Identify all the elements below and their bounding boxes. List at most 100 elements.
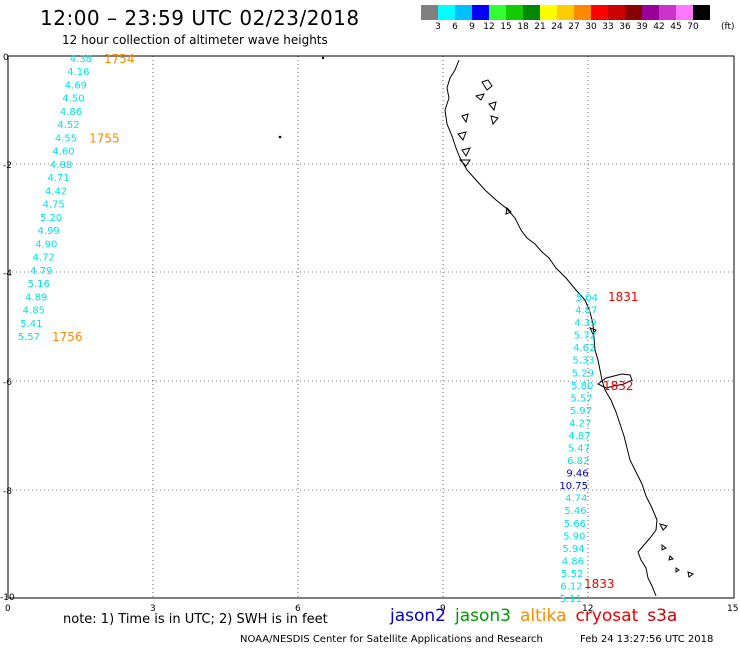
color-scale-tick: 42 xyxy=(653,22,665,32)
wave-height-label: 4.60 xyxy=(52,147,74,158)
color-swatch xyxy=(642,5,659,20)
wave-height-label: 4.86 xyxy=(562,556,584,567)
color-scale-tick: 39 xyxy=(636,22,648,32)
wave-height-label: 4.72 xyxy=(33,253,55,264)
wave-height-label: 5.80 xyxy=(571,381,593,392)
color-scale-legend: (ft) 3 6 9 12 15 18 21 24 27 30 33 36 39 42 45 70 xyxy=(421,5,735,34)
wave-height-label: 4.42 xyxy=(45,186,67,197)
wave-height-label: 4.89 xyxy=(25,292,47,303)
map-title: 12:00 – 23:59 UTC 02/23/2018 xyxy=(40,6,360,30)
color-scale-swatches xyxy=(421,5,710,20)
wave-height-label: 5.57 xyxy=(18,332,40,343)
y-tick: -4 xyxy=(3,269,12,279)
color-swatch xyxy=(574,5,591,20)
wave-height-label: 6.82 xyxy=(567,456,589,467)
color-scale-tick: 27 xyxy=(568,22,580,32)
x-tick: 9 xyxy=(440,604,446,614)
color-swatch xyxy=(693,5,710,20)
map-subtitle: 12 hour collection of altimeter wave hei… xyxy=(62,33,328,47)
wave-height-label: 4.38 xyxy=(70,54,92,65)
wave-height-label: 4.50 xyxy=(62,94,84,105)
color-swatch xyxy=(455,5,472,20)
satellite-cryosat: cryosat xyxy=(575,606,639,626)
color-swatch xyxy=(557,5,574,20)
wave-height-label: 5.90 xyxy=(563,531,585,542)
color-scale-tick: 36 xyxy=(619,22,631,32)
wave-height-label: 5.11 xyxy=(560,594,582,605)
color-swatch xyxy=(608,5,625,20)
wave-height-label: 4.74 xyxy=(565,494,587,505)
wave-height-label: 5.16 xyxy=(28,279,50,290)
satellite-altika: altika xyxy=(520,606,567,626)
color-scale-tick: 18 xyxy=(517,22,529,32)
wave-height-label: 4.99 xyxy=(38,226,60,237)
color-swatch xyxy=(438,5,455,20)
wave-height-label: 5.57 xyxy=(570,393,592,404)
pass-time-label: 1831 xyxy=(608,290,639,304)
x-tick: 3 xyxy=(150,604,156,614)
wave-height-label: 5.33 xyxy=(572,356,594,367)
wave-height-label: 9.46 xyxy=(566,469,588,480)
wave-height-label: 5.52 xyxy=(561,569,583,580)
wave-height-label: 4.27 xyxy=(569,418,591,429)
wave-height-label: 4.87 xyxy=(568,431,590,442)
wave-height-label: 5.20 xyxy=(40,213,62,224)
wave-height-label: 4.55 xyxy=(55,133,77,144)
footer-timestamp: Feb 24 13:27:56 UTC 2018 xyxy=(580,634,714,645)
wave-height-label: 4.69 xyxy=(65,80,87,91)
x-tick: 0 xyxy=(5,604,11,614)
color-scale-tick: 33 xyxy=(602,22,614,32)
color-scale-unit: (ft) xyxy=(721,22,735,32)
satellite-jason2: jason2 xyxy=(390,606,446,626)
wave-height-label: 4.90 xyxy=(35,239,57,250)
y-tick: 0 xyxy=(3,53,9,63)
color-swatch xyxy=(659,5,676,20)
color-swatch xyxy=(625,5,642,20)
color-swatch xyxy=(591,5,608,20)
color-swatch xyxy=(472,5,489,20)
color-scale-tick: 6 xyxy=(452,22,458,32)
pass-time-label: 1755 xyxy=(89,131,120,145)
wave-height-label: 5.97 xyxy=(570,406,592,417)
wave-height-label: 4.52 xyxy=(57,120,79,131)
pass-time-label: 1756 xyxy=(52,330,83,344)
color-swatch xyxy=(421,5,438,20)
satellite-jason3: jason3 xyxy=(455,606,511,626)
wave-height-label: 4.79 xyxy=(30,266,52,277)
wave-height-label: 4.62 xyxy=(573,343,595,354)
color-scale-tick: 70 xyxy=(687,22,699,32)
wave-height-label: 4.75 xyxy=(42,200,64,211)
wave-height-label: 5.41 xyxy=(20,319,42,330)
wave-height-label: 5.94 xyxy=(562,544,584,555)
wave-height-label: 4.86 xyxy=(60,107,82,118)
wave-height-label: 4.88 xyxy=(50,160,72,171)
wave-height-label: 5.72 xyxy=(574,331,596,342)
wave-height-label: 4.16 xyxy=(67,67,89,78)
y-tick: -10 xyxy=(0,593,15,603)
color-swatch xyxy=(676,5,693,20)
wave-height-label: 10.75 xyxy=(559,481,588,492)
satellite-legend: jason2 jason3 altika cryosat s3a xyxy=(390,606,686,626)
wave-height-label: 5.04 xyxy=(576,293,598,304)
satellite-s3a: s3a xyxy=(647,606,678,626)
color-swatch xyxy=(506,5,523,20)
pass-time-label: 1832 xyxy=(603,379,634,393)
wave-height-label: 4.71 xyxy=(47,173,69,184)
track-cryosat: 5.04 4.87 4.39 5.724.62 5.335.29 5.805.57 5.97… xyxy=(559,290,638,605)
x-tick: 15 xyxy=(727,604,738,614)
wave-height-label: 4.39 xyxy=(574,318,596,329)
wave-height-label: 5.29 xyxy=(572,368,594,379)
axis-ticks: 0 3 6 9 12 15 0 -2 -4 -6 -8 -10 xyxy=(0,53,738,614)
color-scale-labels: (ft) 3 6 9 12 15 18 21 24 27 30 33 36 39 42 45 70 xyxy=(421,20,734,34)
wave-height-label: 5.46 xyxy=(564,506,586,517)
map-grid xyxy=(8,56,734,598)
pass-time-label: 1833 xyxy=(584,577,615,591)
track-jason-cyan: 4.38 4.16 4.69 4.50 4.86 4.52 4.55 4.60 4.88 4.71… xyxy=(18,52,135,344)
color-swatch xyxy=(489,5,506,20)
color-scale-tick: 12 xyxy=(483,22,495,32)
x-tick: 6 xyxy=(295,604,301,614)
map-frame xyxy=(7,55,735,599)
x-tick: 12 xyxy=(582,604,593,614)
pass-time-label: 1754 xyxy=(104,52,135,66)
